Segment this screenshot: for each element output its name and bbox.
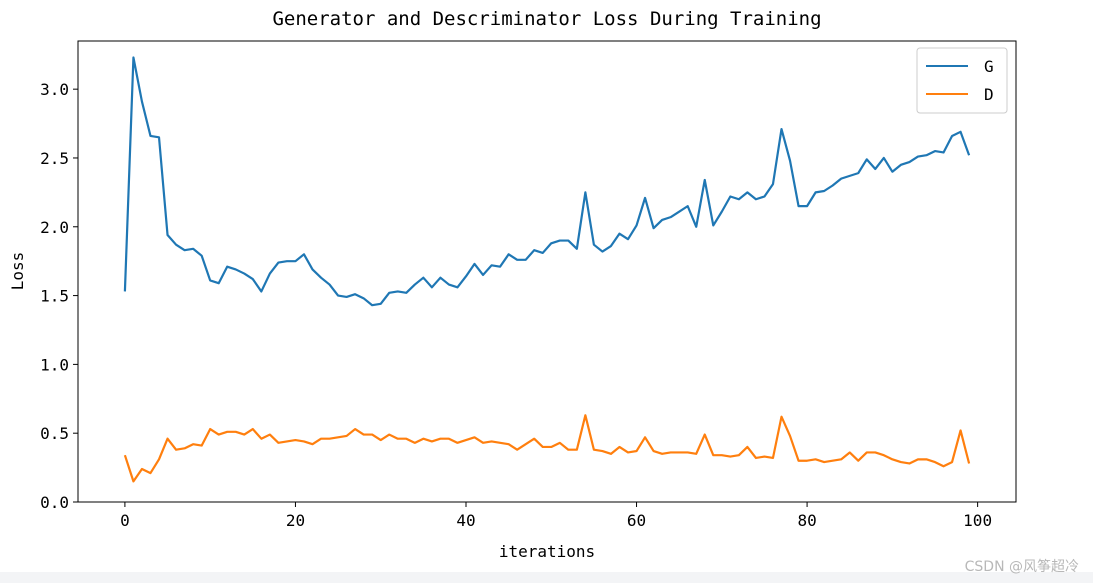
watermark: CSDN @风筝超冷 bbox=[964, 559, 1079, 575]
series-line-g bbox=[123, 56, 971, 307]
x-tick-label: 0 bbox=[120, 511, 130, 530]
chart-title: Generator and Descriminator Loss During … bbox=[272, 8, 821, 30]
y-axis-label: Loss bbox=[8, 252, 27, 291]
y-tick-label: 3.0 bbox=[40, 80, 69, 99]
footer-strip bbox=[0, 572, 1093, 583]
x-tick-label: 20 bbox=[286, 511, 305, 530]
x-tick-label: 60 bbox=[627, 511, 646, 530]
legend-box bbox=[916, 47, 1008, 114]
x-tick-label: 100 bbox=[963, 511, 992, 530]
x-axis-label: iterations bbox=[499, 542, 595, 561]
x-tick-label: 80 bbox=[797, 511, 816, 530]
y-tick-label: 2.5 bbox=[40, 149, 69, 168]
y-tick-label: 1.0 bbox=[40, 355, 69, 374]
legend-label-g: G bbox=[984, 57, 994, 76]
series-line-d bbox=[123, 414, 971, 483]
x-tick-label: 40 bbox=[456, 511, 475, 530]
legend-label-d: D bbox=[984, 85, 994, 104]
plot-frame bbox=[77, 40, 1017, 503]
legend: G D bbox=[916, 47, 1008, 114]
y-tick-label: 0.0 bbox=[40, 493, 69, 512]
y-tick-label: 0.5 bbox=[40, 424, 69, 443]
y-tick-label: 1.5 bbox=[40, 287, 69, 306]
tick-layer: 0 20 40 60 80 100 0.0 0.5 1.0 1.5 2.0 2.5 3.0 bbox=[40, 80, 992, 530]
series-layer bbox=[123, 56, 971, 483]
y-tick-label: 2.0 bbox=[40, 218, 69, 237]
